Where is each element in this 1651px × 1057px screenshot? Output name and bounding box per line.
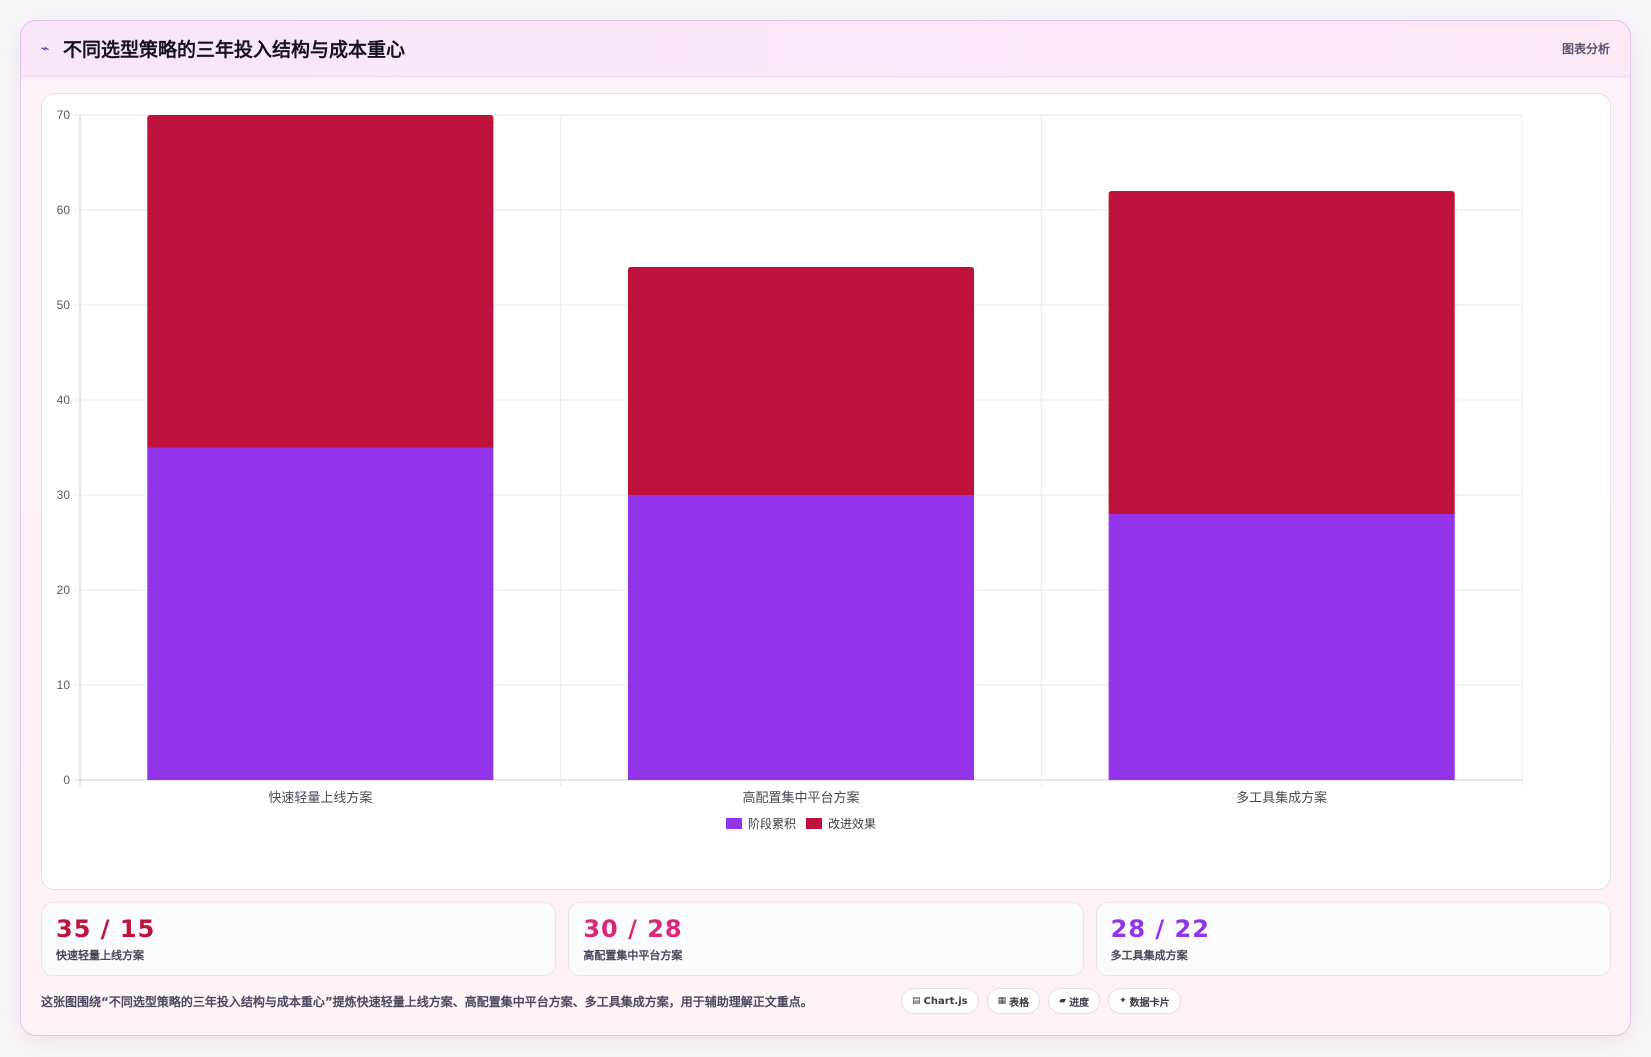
bar-segment: [627, 495, 975, 780]
stat-label: 高配置集中平台方案: [583, 949, 683, 962]
x-tick-label: 快速轻量上线方案: [268, 790, 372, 805]
wave-icon: ⌁: [41, 40, 50, 57]
stat-value: 30 / 28: [583, 915, 683, 943]
stat-value: 35 / 15: [56, 915, 156, 943]
y-tick-label: 50: [57, 298, 71, 312]
stat-card-multi-tool: 28 / 22 多工具集成方案: [1095, 902, 1611, 976]
bar-segment: [627, 267, 975, 495]
page-title: 不同选型策略的三年投入结构与成本重心: [63, 39, 406, 61]
bar-segment: [147, 447, 494, 780]
y-tick-label: 40: [57, 393, 71, 407]
card-icon: ✦: [1119, 996, 1127, 1006]
y-tick-label: 0: [63, 773, 70, 787]
chart-card: ⌁ 不同选型策略的三年投入结构与成本重心 图表分析 0 10 20 30 40 50 60 7…: [20, 20, 1631, 1036]
stat-label: 快速轻量上线方案: [56, 949, 144, 962]
stat-card-high-config: 30 / 28 高配置集中平台方案: [568, 902, 1084, 976]
pill-label: 表格: [1009, 997, 1030, 1009]
legend-label: 阶段累积: [748, 816, 796, 831]
stacked-bar-chart: 0 10 20 30 40 50 60 70 快速轻量上线方案 高配置集中平台方案 多工具集成方案阶…: [57, 108, 1523, 831]
stat-value: 28 / 22: [1110, 915, 1210, 943]
card-footer: 这张图围绕“不同选型策略的三年投入结构与成本重心”提炼快速轻量上线方案、高配置集…: [41, 985, 1611, 1017]
y-tick-label: 20: [57, 583, 71, 597]
y-tick-label: 10: [57, 678, 71, 692]
chart-container: 0 10 20 30 40 50 60 70 快速轻量上线方案 高配置集中平台方案 多工具集成方案阶…: [41, 93, 1611, 890]
pill-label: Chart.js: [923, 995, 968, 1007]
bar-segment: [147, 115, 494, 448]
progress-icon: ▰: [1059, 996, 1067, 1006]
chart-icon: ▤: [912, 996, 921, 1006]
y-tick-label: 60: [57, 203, 71, 217]
legend-swatch: [806, 818, 822, 829]
bar-segment: [1108, 514, 1455, 780]
legend-swatch: [726, 818, 742, 829]
pill-data-card[interactable]: ✦ 数据卡片: [1108, 988, 1181, 1014]
pill-table[interactable]: ▦ 表格: [986, 988, 1041, 1014]
chart-description: 这张图围绕“不同选型策略的三年投入结构与成本重心”提炼快速轻量上线方案、高配置集…: [41, 994, 813, 1009]
stat-cards: 35 / 15 快速轻量上线方案 30 / 28 高配置集中平台方案 28 / …: [41, 902, 1611, 976]
stat-label: 多工具集成方案: [1110, 949, 1188, 962]
x-tick-label: 多工具集成方案: [1236, 790, 1327, 805]
bar-segment: [1108, 191, 1455, 514]
feature-pills: ▤ Chart.js ▦ 表格 ▰ 进度 ✦ 数据卡片: [901, 988, 1181, 1014]
card-header: ⌁ 不同选型策略的三年投入结构与成本重心 图表分析: [21, 21, 1630, 77]
table-icon: ▦: [997, 996, 1007, 1006]
y-tick-label: 30: [57, 488, 71, 502]
chart-analysis-tag: 图表分析: [1561, 42, 1610, 56]
pill-progress[interactable]: ▰ 进度: [1048, 988, 1101, 1014]
pill-chartjs[interactable]: ▤ Chart.js: [901, 988, 979, 1014]
x-tick-label: 高配置集中平台方案: [742, 790, 859, 805]
pill-label: 数据卡片: [1129, 997, 1170, 1009]
pill-label: 进度: [1069, 997, 1090, 1009]
legend-label: 改进效果: [828, 816, 876, 831]
stat-card-fast-light: 35 / 15 快速轻量上线方案: [41, 902, 557, 976]
y-tick-label: 70: [57, 108, 71, 122]
